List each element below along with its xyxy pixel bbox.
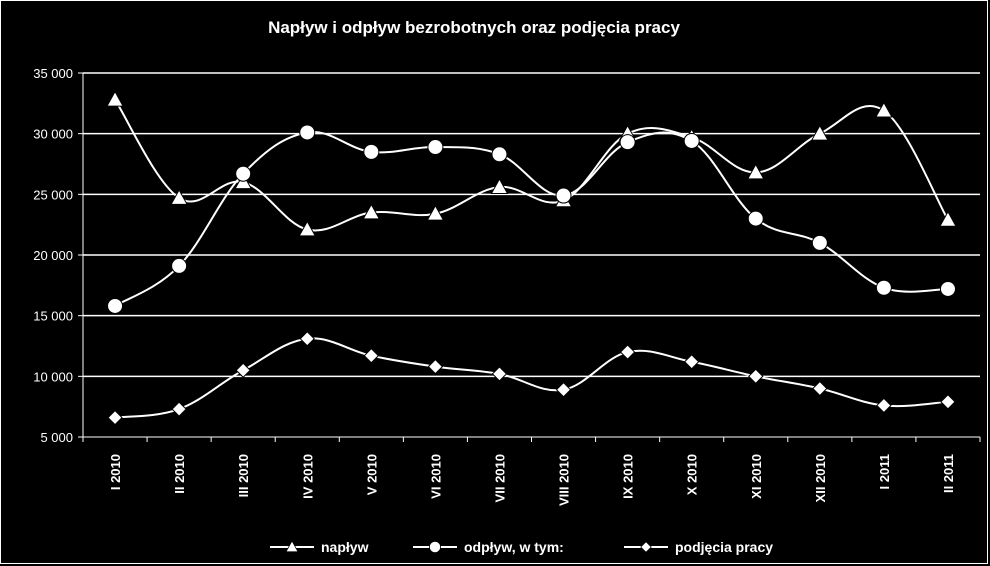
legend-marker-diamond <box>640 541 652 553</box>
data-point-triangle <box>362 203 381 220</box>
data-point-circle <box>811 234 828 251</box>
data-point-circle <box>555 187 572 204</box>
data-point-circle <box>939 280 956 297</box>
data-point-diamond <box>683 354 700 370</box>
axes: 5 000 10 000 15 000 20 000 25 000 30 000 35 00… <box>33 66 981 506</box>
data-point-diamond <box>235 362 251 378</box>
x-tick-label: VII 2010 <box>492 454 507 502</box>
data-point-diamond <box>555 381 572 398</box>
data-point-circle <box>235 165 252 182</box>
x-tick-label: VIII 2010 <box>557 454 572 506</box>
data-point-diamond <box>171 401 187 417</box>
data-point-diamond <box>940 394 956 410</box>
data-point-triangle <box>875 101 893 118</box>
legend-label: podjęcia pracy <box>675 539 773 555</box>
data-point-triangle <box>106 90 124 107</box>
y-tick-label: 20 000 <box>33 248 73 263</box>
legend-marker-circle <box>429 541 441 553</box>
data-point-circle <box>875 279 892 296</box>
y-tick-label: 30 000 <box>33 127 73 142</box>
x-tick-label: V 2010 <box>364 454 379 495</box>
series-circle <box>107 124 956 314</box>
y-tick-label: 5 000 <box>40 430 73 445</box>
data-point-diamond <box>812 380 828 397</box>
y-tick-label: 15 000 <box>33 309 73 324</box>
data-point-triangle <box>939 210 957 227</box>
data-point-triangle <box>810 124 829 141</box>
data-point-circle <box>747 210 764 227</box>
y-tick-label: 10 000 <box>33 369 73 384</box>
legend-marker-triangle <box>285 540 299 553</box>
series-group <box>106 90 957 426</box>
x-tick-label: IV 2010 <box>300 454 315 499</box>
legend-marker-group <box>640 541 652 553</box>
x-tick-label: XI 2010 <box>749 454 764 499</box>
legend-label: napływ <box>321 539 369 555</box>
x-tick-label: II 2010 <box>172 454 187 494</box>
data-point-diamond <box>619 344 636 360</box>
data-point-triangle <box>298 220 317 237</box>
legend-item-circle: odpływ, w tym: <box>413 539 564 555</box>
data-point-diamond <box>299 331 315 347</box>
data-point-triangle <box>490 178 509 194</box>
data-point-circle <box>299 124 316 141</box>
data-point-circle <box>427 139 444 156</box>
data-point-circle <box>363 143 380 160</box>
x-tick-label: II 2011 <box>941 454 956 493</box>
legend-item-triangle: napływ <box>270 539 369 555</box>
data-point-diamond <box>363 347 380 364</box>
x-tick-label: III 2010 <box>236 454 251 497</box>
legend-marker-group <box>429 541 441 553</box>
x-tick-label: I 2011 <box>877 454 892 489</box>
data-point-triangle <box>746 163 765 180</box>
x-tick-label: IX 2010 <box>621 454 636 499</box>
x-tick-label: X 2010 <box>685 454 700 495</box>
legend-label: odpływ, w tym: <box>464 539 564 555</box>
x-tick-label: XII 2010 <box>813 454 828 502</box>
data-point-circle <box>107 297 124 314</box>
data-point-circle <box>491 146 508 163</box>
legend-item-diamond: podjęcia pracy <box>624 539 773 555</box>
data-point-diamond <box>107 409 123 426</box>
data-point-circle <box>683 132 700 149</box>
data-point-circle <box>619 134 636 151</box>
data-point-diamond <box>491 366 508 382</box>
x-tick-label: I 2010 <box>108 454 123 490</box>
y-tick-label: 35 000 <box>33 66 73 81</box>
data-point-diamond <box>748 368 764 385</box>
legend-marker-group <box>285 540 299 553</box>
data-point-circle <box>171 257 188 274</box>
y-tick-label: 25 000 <box>33 187 73 202</box>
chart-title: Napływ i odpływ bezrobotnych oraz podjęc… <box>268 18 680 37</box>
x-tick-label: VI 2010 <box>428 454 443 499</box>
data-point-diamond <box>876 397 892 414</box>
data-point-diamond <box>427 358 444 375</box>
legend: napływ odpływ, w tym: podjęcia pracy <box>270 539 773 555</box>
data-point-triangle <box>426 204 445 221</box>
data-point-triangle <box>170 188 188 205</box>
series-diamond <box>107 331 956 426</box>
